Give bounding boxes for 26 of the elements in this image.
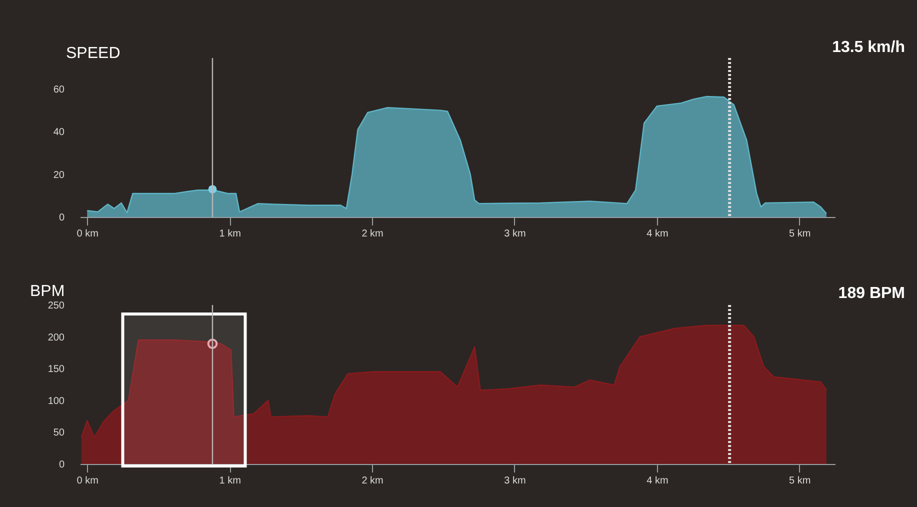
y-tick-label: 250 [48, 300, 65, 312]
y-tick-label: 150 [48, 364, 65, 376]
x-tick-label: 4 km [646, 228, 668, 240]
y-tick-label: 0 [58, 212, 65, 224]
y-tick-label: 0 [58, 460, 65, 470]
y-tick-label: 200 [48, 332, 65, 344]
x-tick-label: 2 km [362, 476, 384, 486]
chart-title: BPM [30, 283, 65, 300]
x-tick-label: 3 km [504, 228, 526, 240]
y-tick-label: 100 [48, 396, 65, 407]
x-tick-label: 3 km [504, 476, 526, 486]
chart-title: SPEED [66, 45, 120, 62]
y-tick-label: 20 [53, 170, 65, 181]
y-tick-label: 50 [53, 428, 65, 439]
x-tick-label: 1 km [219, 476, 241, 486]
x-tick-label: 5 km [789, 228, 811, 240]
x-tick-label: 5 km [789, 476, 811, 486]
x-tick-label: 4 km [646, 476, 668, 486]
text: 13.5 km/h [832, 39, 905, 56]
y-tick-label: 60 [53, 84, 65, 96]
x-tick-label: 0 km [76, 228, 98, 240]
x-tick-label: 2 km [362, 228, 384, 240]
text: 189 BPM [838, 285, 905, 302]
x-tick-label: 1 km [219, 228, 241, 240]
y-tick-label: 40 [53, 127, 65, 138]
x-tick-label: 0 km [76, 476, 98, 486]
